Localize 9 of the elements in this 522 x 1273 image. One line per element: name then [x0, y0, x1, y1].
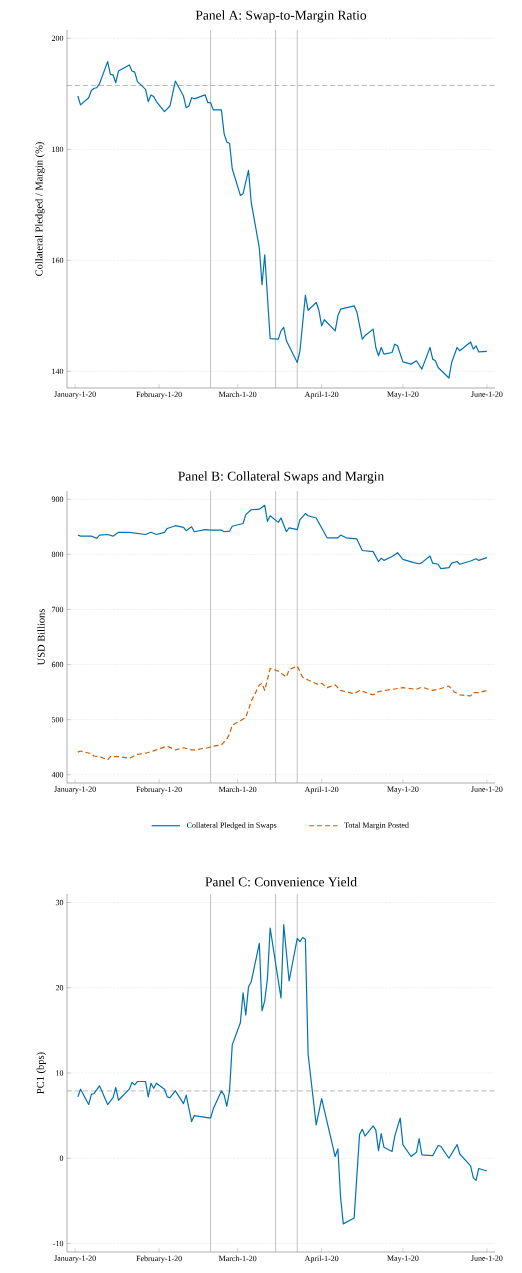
chart-title: Panel B: Collateral Swaps and Margin — [178, 471, 384, 484]
line-series — [77, 504, 488, 570]
chart-title: Panel C: Convenience Yield — [205, 876, 357, 887]
chart-title: Panel A: Swap-to-Margin Ratio — [195, 10, 367, 23]
y-axis-title: USD Billions — [37, 609, 45, 666]
line-series — [77, 924, 488, 1225]
y-axis-title: Collateral Pledged / Margin (%) — [35, 142, 45, 276]
y-axis-title: PC1 (bps) — [36, 1052, 47, 1094]
line-series — [77, 61, 488, 379]
